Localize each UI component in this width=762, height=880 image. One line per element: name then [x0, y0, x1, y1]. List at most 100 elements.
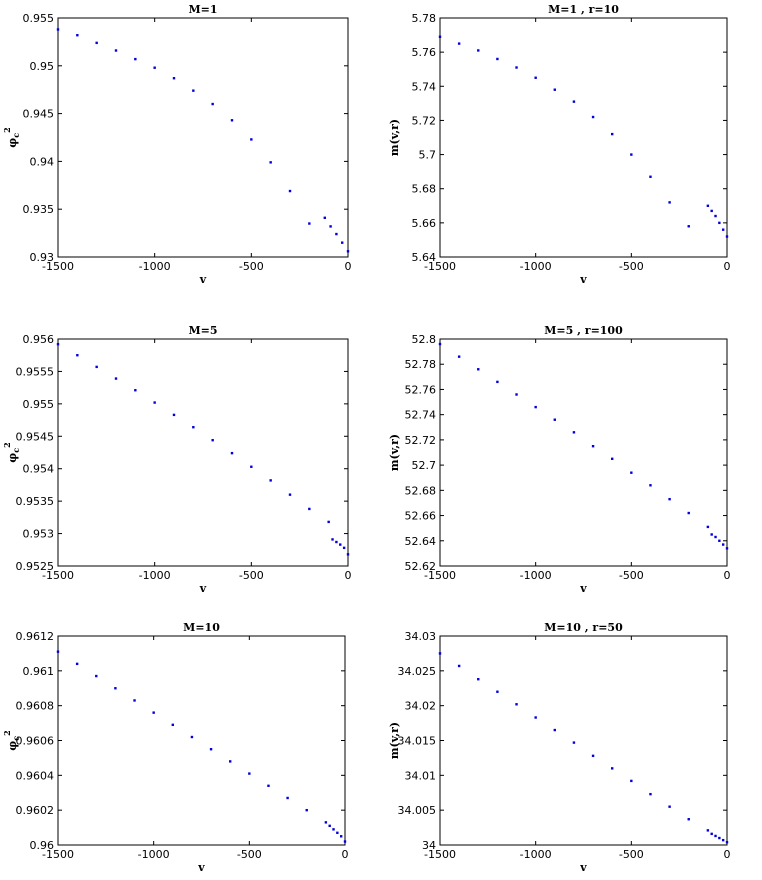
- x-axis-label: v: [199, 273, 207, 286]
- y-tick-label: 5.76: [412, 46, 437, 59]
- x-tick-label: -500: [619, 848, 644, 861]
- data-point: [267, 784, 270, 787]
- data-point: [611, 457, 614, 461]
- x-tick-label: -1500: [42, 260, 74, 273]
- data-point: [496, 380, 499, 384]
- data-point: [515, 66, 518, 69]
- data-point: [534, 76, 537, 79]
- data-point: [630, 471, 633, 474]
- data-point: [230, 451, 234, 455]
- y-tick-label: 0.954: [23, 463, 55, 476]
- data-point: [572, 100, 576, 103]
- data-point: [343, 840, 347, 843]
- data-point: [718, 836, 721, 840]
- data-point: [95, 365, 98, 369]
- x-tick-label: -1500: [424, 569, 456, 582]
- y-tick-label: 0.953: [23, 528, 55, 541]
- y-tick-label: 34.015: [398, 735, 437, 748]
- y-tick-label: 34: [422, 839, 436, 852]
- data-point: [706, 525, 710, 529]
- x-tick-label: -1000: [520, 848, 552, 861]
- y-tick-label: 0.955: [23, 12, 55, 25]
- x-axis-label: v: [199, 582, 207, 595]
- y-tick-label: 34.025: [398, 665, 437, 678]
- data-point: [335, 232, 338, 236]
- data-point: [496, 57, 499, 61]
- data-point: [250, 138, 253, 141]
- plot-frame: [439, 338, 728, 567]
- data-point: [324, 821, 328, 824]
- y-tick-label: 34.005: [398, 804, 437, 817]
- data-point: [438, 342, 442, 346]
- x-tick-label: 0: [724, 260, 731, 273]
- y-tick-label: 52.8: [412, 333, 437, 346]
- data-point: [328, 824, 331, 828]
- x-tick-label: -1000: [520, 569, 552, 582]
- x-tick-label: -1000: [138, 848, 170, 861]
- data-point: [534, 405, 537, 409]
- data-point: [152, 711, 155, 714]
- x-tick-label: -1500: [424, 848, 456, 861]
- data-point: [288, 189, 292, 193]
- data-point: [534, 716, 537, 719]
- data-point: [327, 520, 330, 524]
- data-point: [192, 426, 195, 429]
- data-point: [515, 393, 518, 396]
- data-point: [269, 161, 272, 164]
- data-point: [611, 132, 614, 136]
- data-point: [211, 438, 214, 442]
- data-point: [630, 153, 633, 156]
- data-point: [114, 49, 118, 52]
- data-point: [192, 89, 195, 92]
- data-point: [630, 779, 633, 783]
- y-tick-label: 0.961: [23, 665, 55, 678]
- y-tick-label: 0.955: [23, 398, 55, 411]
- y-tick-label: 52.7: [412, 459, 437, 472]
- chart-title: M=1 , r=10: [548, 3, 619, 16]
- x-tick-label: -1500: [42, 848, 74, 861]
- data-point: [308, 222, 311, 225]
- y-tick-label: 5.78: [412, 12, 437, 25]
- x-axis-label: v: [579, 273, 587, 286]
- data-point: [477, 49, 480, 52]
- data-point: [230, 119, 234, 122]
- x-tick-label: -1500: [42, 569, 74, 582]
- data-point: [305, 808, 308, 812]
- y-tick-label: 0.9612: [16, 630, 55, 643]
- data-point: [95, 674, 98, 678]
- x-axis-label: v: [197, 861, 205, 874]
- y-tick-label: 0.9606: [16, 735, 55, 748]
- x-tick-label: -1000: [139, 260, 171, 273]
- y-tick-label: 34.01: [405, 769, 437, 782]
- chart-panel-4: M=5 , r=100 -1500 -1000 -500 0 52.62 52.64 52.6…: [388, 324, 731, 595]
- data-point: [477, 368, 480, 371]
- y-tick-label: 5.66: [412, 217, 437, 230]
- y-tick-label: 52.62: [405, 560, 437, 573]
- data-point: [153, 66, 156, 69]
- data-point: [134, 57, 137, 61]
- y-axis-label: φc2: [2, 127, 21, 147]
- data-point: [190, 735, 194, 739]
- y-tick-label: 0.95: [30, 60, 55, 73]
- data-point: [714, 535, 717, 539]
- data-point: [114, 377, 118, 380]
- data-point: [172, 413, 176, 417]
- y-tick-label: 5.72: [412, 114, 437, 127]
- data-point: [172, 77, 176, 80]
- data-point: [75, 662, 79, 666]
- data-point: [515, 703, 518, 706]
- y-tick-label: 52.66: [405, 510, 437, 523]
- chart-panel-2: M=1 , r=10 -1500 -1000 -500 0 5.64 5.66 5.68 5.7…: [388, 3, 731, 286]
- chart-title: M=5: [188, 324, 217, 337]
- data-point: [56, 28, 60, 31]
- x-tick-label: -1000: [139, 569, 171, 582]
- data-point: [134, 389, 137, 392]
- y-axis-label: m(v,r): [388, 722, 401, 759]
- data-point: [133, 699, 136, 702]
- data-point: [250, 465, 253, 468]
- data-point: [687, 225, 690, 228]
- data-point: [687, 511, 690, 515]
- y-axis-label: m(v,r): [388, 434, 401, 471]
- data-point: [114, 687, 117, 690]
